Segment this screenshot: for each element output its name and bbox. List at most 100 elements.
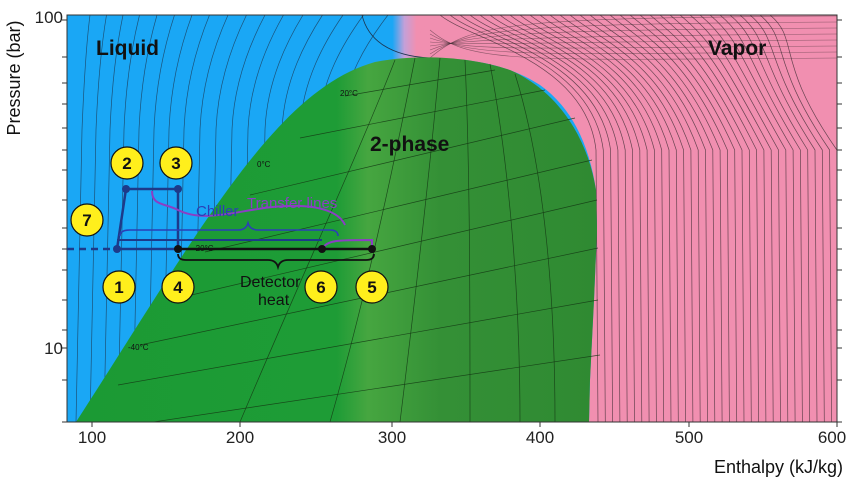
dot-point-5 — [368, 245, 376, 253]
chiller-label: Chiller — [196, 203, 239, 220]
vapor-isotherm — [719, 15, 803, 422]
badge-point-5: 5 — [355, 270, 389, 304]
region-label-two-phase: 2-phase — [370, 133, 449, 156]
dot-point-3 — [174, 185, 182, 193]
transfer-line-curve — [151, 190, 346, 226]
badge-label-1: 1 — [114, 278, 123, 297]
vapor-isotherms — [429, 15, 837, 422]
vapor-isotherm-tail — [429, 21, 837, 55]
y-tick-10: 10 — [44, 339, 63, 358]
vapor-isotherm — [589, 15, 708, 422]
badge-circle-1 — [102, 270, 136, 304]
dome-isotherm — [150, 354, 601, 422]
dome-quality-line — [489, 63, 521, 422]
liquid-isotherm — [241, 15, 284, 422]
vapor-isotherm — [549, 15, 679, 422]
badge-label-2: 2 — [122, 154, 131, 173]
badge-label-4: 4 — [173, 278, 183, 297]
critical-isotherm — [361, 15, 431, 59]
vapor-isotherm — [569, 15, 694, 422]
vapor-isotherm — [479, 15, 628, 422]
vapor-isotherm — [739, 15, 818, 422]
badge-label-6: 6 — [316, 278, 325, 297]
vapor-isotherm — [469, 15, 621, 422]
badge-circle-2 — [110, 146, 144, 180]
dot-point-4 — [174, 245, 182, 253]
vapor-isotherm — [729, 15, 811, 422]
vapor-isotherm-tail — [429, 27, 837, 51]
detector-brace — [177, 253, 375, 271]
vapor-isotherm — [649, 15, 752, 422]
liquid-isotherm — [117, 15, 140, 422]
vapor-isotherm — [639, 15, 745, 422]
x-tick-500: 500 — [675, 428, 703, 447]
vapor-isotherm-tail — [429, 39, 837, 45]
vapor-isotherm — [449, 15, 606, 422]
isotherm-label-20: 20°C — [340, 89, 358, 98]
badge-label-5: 5 — [367, 278, 376, 297]
liquid-isotherm — [225, 15, 266, 422]
x-axis-title: Enthalpy (kJ/kg) — [714, 457, 843, 477]
vapor-isotherm-tail — [429, 33, 837, 47]
vapor-isotherm-tail — [429, 29, 837, 60]
vapor-isotherm — [459, 15, 613, 422]
x-tick-200: 200 — [226, 428, 254, 447]
vapor-isotherm — [499, 15, 643, 422]
x-tick-600: 600 — [818, 428, 846, 447]
y-tick-100: 100 — [35, 8, 63, 27]
badge-circle-3 — [159, 146, 193, 180]
x-tick-300: 300 — [378, 428, 406, 447]
dome-isotherm — [204, 159, 593, 253]
badge-point-7: 7 — [70, 203, 104, 237]
badge-point-1: 1 — [102, 270, 136, 304]
liquid-isotherm — [147, 15, 175, 422]
vapor-isotherm-tail — [429, 15, 837, 59]
dome-quality-line — [329, 57, 416, 422]
detector-label-line2: heat — [258, 292, 290, 309]
liquid-isotherm — [89, 15, 107, 422]
badge-point-4: 4 — [161, 270, 195, 304]
liquid-isotherm — [177, 15, 210, 422]
vapor-isotherm-tail — [429, 33, 837, 54]
vapor-isotherm — [519, 15, 657, 422]
liquid-isotherm — [258, 15, 304, 422]
dot-point-1 — [113, 245, 121, 253]
vapor-isotherm — [579, 15, 701, 422]
dome-quality-line — [239, 59, 396, 422]
line-1-2-3-4 — [115, 187, 180, 250]
detector-label-line1: Detector — [240, 274, 301, 291]
vapor-isotherm — [539, 15, 672, 422]
badge-label-3: 3 — [171, 154, 180, 173]
dot-point-2 — [122, 185, 130, 193]
badge-point-3: 3 — [159, 146, 193, 180]
liquid-isotherm — [132, 15, 158, 422]
badge-circle-6 — [304, 270, 338, 304]
liquid-isotherm — [103, 15, 124, 422]
vapor-isotherm — [669, 15, 767, 422]
vapor-isotherm — [599, 15, 716, 422]
badge-point-2: 2 — [110, 146, 144, 180]
liquid-isotherm — [193, 15, 229, 422]
region-label-vapor: Vapor — [708, 37, 766, 60]
dome-quality-line — [399, 57, 441, 422]
vapor-isotherm — [559, 15, 686, 422]
badge-circle-4 — [161, 270, 195, 304]
dome-isotherm — [344, 69, 496, 97]
dot-point-6 — [318, 245, 326, 253]
vapor-isotherm — [759, 15, 832, 422]
y-axis-title: Pressure (bar) — [4, 20, 24, 135]
dome-quality-line — [464, 59, 471, 422]
vapor-isotherm — [679, 15, 774, 422]
vapor-isotherm — [489, 15, 635, 422]
x-tick-100: 100 — [78, 428, 106, 447]
badge-point-6: 6 — [304, 270, 338, 304]
vapor-isotherm — [769, 15, 837, 212]
dome-isotherm — [249, 117, 576, 196]
vapor-isotherm — [439, 15, 599, 422]
isotherm-label-0: 0°C — [257, 160, 271, 169]
dome-quality-line — [514, 73, 556, 422]
badge-circle-5 — [355, 270, 389, 304]
vapor-isotherm — [529, 15, 665, 422]
dome-quality-lines — [117, 57, 601, 422]
